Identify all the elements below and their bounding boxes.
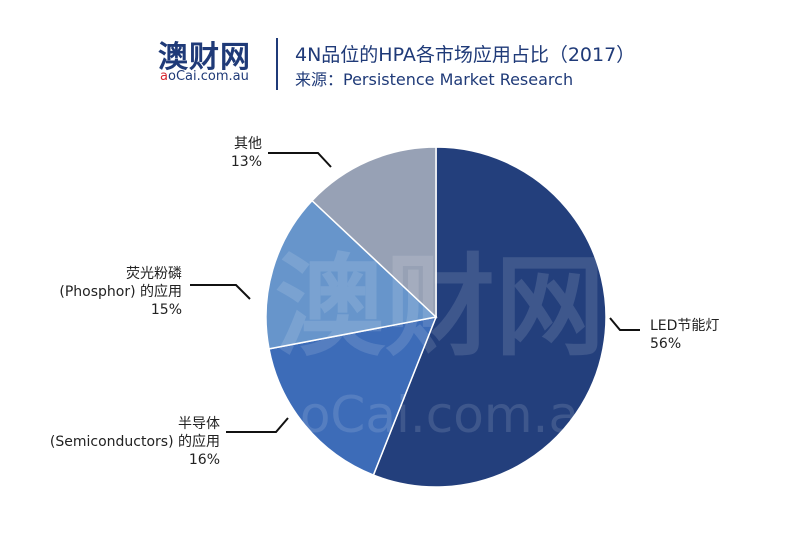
leader-line-semiconductors [226,417,289,433]
watermark-cn: 澳财网 [275,243,605,371]
pie-slice-other [311,146,437,319]
pie-slices [265,146,607,488]
slice-label-semiconductors: 半导体 (Semiconductors) 的应用 16% [50,415,220,469]
chart-title: 4N品位的HPA各市场应用占比（2017） [295,44,636,66]
pie-slice-phosphor [265,199,438,350]
slice-label-semi-name: 半导体 [178,416,220,432]
pie-slice-semiconductors [268,316,438,477]
leader-line-led [609,317,640,331]
slice-label-other-value: 13% [230,154,262,170]
leader-lines [190,152,640,433]
watermark-en: aoCai.com.au [269,386,611,444]
slice-label-other-name: 其他 [234,136,262,152]
leader-line-other [268,152,332,168]
logo-en-rest: Cai.com.au [175,69,249,84]
logo-cn: 澳财网 [158,40,251,75]
logo-en: aoCai.com.au [160,69,249,84]
header: 澳财网 aoCai.com.au 4N品位的HPA各市场应用占比（2017） 来… [0,0,800,100]
slice-label-semi-value: 16% [188,452,220,468]
logo-en-o: o [167,69,176,84]
logo: 澳财网 aoCai.com.au [158,32,254,92]
leader-line-phosphor [190,284,251,300]
pie-slice-led [372,146,607,488]
slice-label-other: 其他 13% [231,135,262,171]
slice-label-semi-name-2: (Semiconductors) 的应用 [49,434,220,450]
slice-label-led-name: LED节能灯 [650,318,720,334]
header-divider [276,38,278,90]
slice-label-phosphor-value: 15% [150,302,182,318]
slice-label-phosphor-name-2: (Phosphor) 的应用 [59,284,182,300]
slice-label-phosphor: 荧光粉磷 (Phosphor) 的应用 15% [59,265,182,319]
watermark: 澳财网 aoCai.com.au [269,243,611,444]
logo-en-a: a [160,69,168,84]
chart-source: 来源：Persistence Market Research [295,70,574,89]
slice-label-led-value: 56% [650,336,682,352]
slice-label-phosphor-name: 荧光粉磷 [126,266,182,282]
slice-label-led: LED节能灯 56% [650,317,719,353]
